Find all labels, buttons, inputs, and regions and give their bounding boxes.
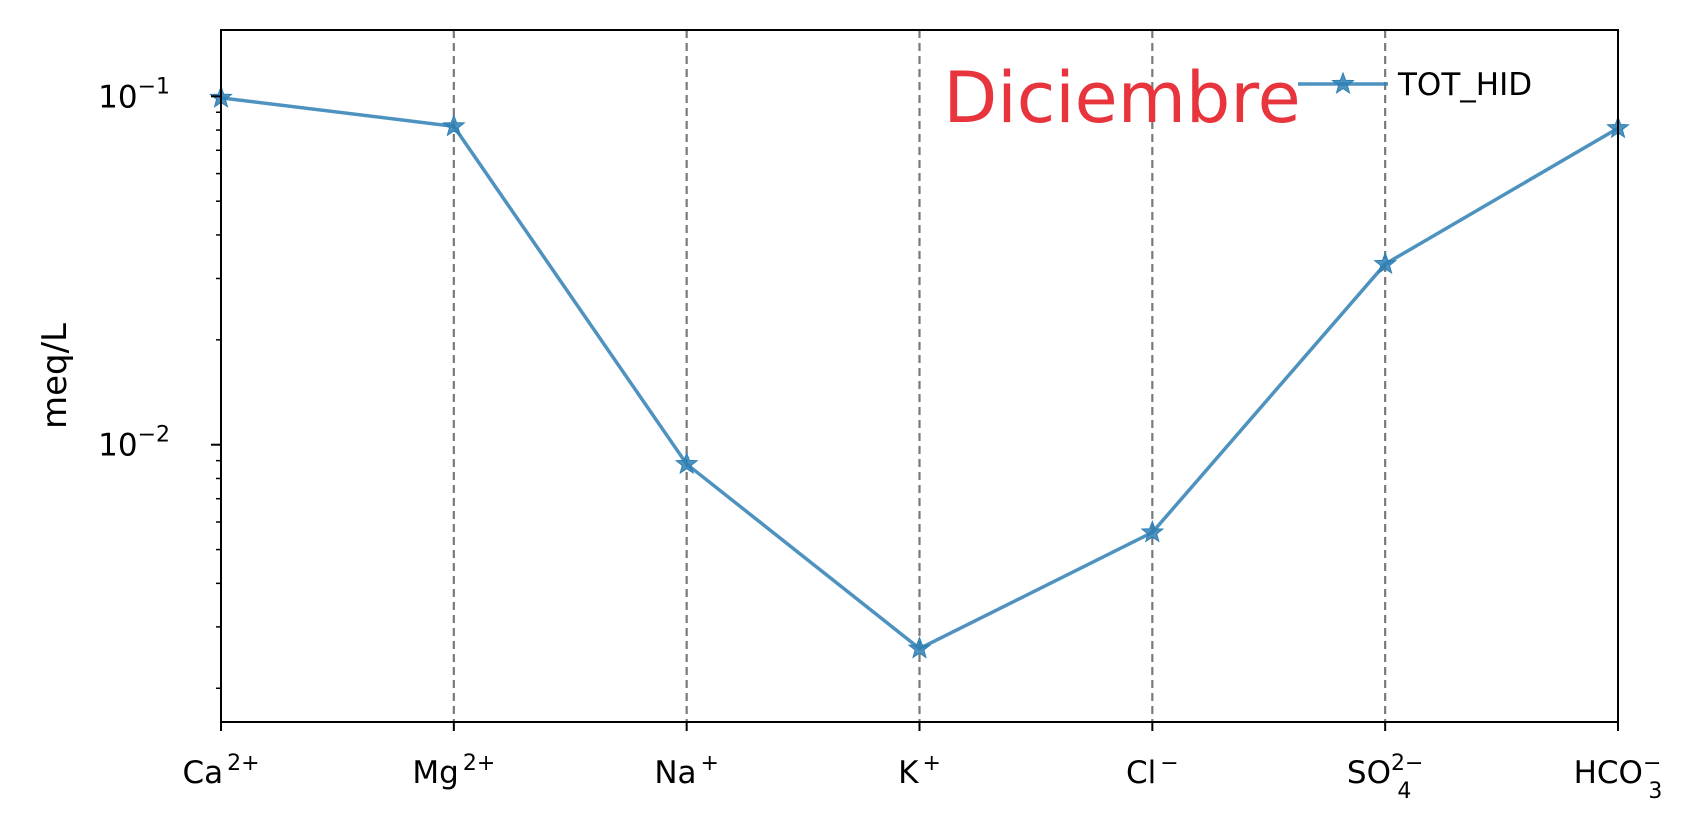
data-point-star xyxy=(1373,251,1397,275)
y-axis-label: meq/L xyxy=(35,323,75,429)
x-tick-label: SO2− 4 xyxy=(1347,751,1424,804)
data-point-star xyxy=(907,636,932,659)
data-point-star xyxy=(674,451,699,475)
x-tick-label: Cl − xyxy=(1126,751,1179,791)
data-point-star xyxy=(442,113,466,137)
legend-star xyxy=(1331,71,1355,95)
x-tick-label: K + xyxy=(898,751,941,791)
data-point-star xyxy=(1140,520,1165,543)
x-axis-ticks: Ca 2+ Mg 2+ Na + K + Cl − SO2− 4 HCO− 3 xyxy=(182,722,1662,804)
y-axis-ticks: 10−2 10−1 xyxy=(98,74,221,689)
y-tick-label: 10−2 xyxy=(98,423,170,464)
y-tick-label: 10−1 xyxy=(98,74,170,115)
legend-star-icon xyxy=(1331,71,1355,95)
x-tick-label: HCO− 3 xyxy=(1574,751,1663,804)
legend: TOT_HID xyxy=(1298,67,1532,103)
x-tick-label: Mg 2+ xyxy=(412,751,495,791)
legend-label: TOT_HID xyxy=(1397,67,1532,103)
x-tick-label: Ca 2+ xyxy=(182,751,259,791)
x-tick-label: Na + xyxy=(654,751,719,791)
chart-title: Diciembre xyxy=(943,57,1300,139)
vertical-gridlines xyxy=(452,30,1387,722)
